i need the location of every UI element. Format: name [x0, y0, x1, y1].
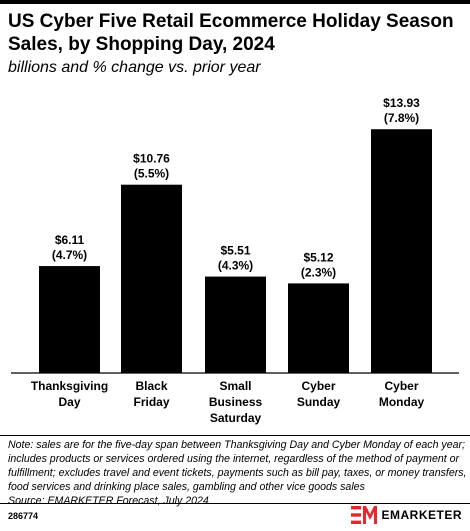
bar-change-label: (4.3%) [218, 259, 253, 273]
bar-value-label: $6.11 [55, 233, 85, 247]
bar [371, 129, 432, 373]
note-text: Note: sales are for the five-day span be… [8, 439, 467, 493]
chart-area: $6.11 (4.7%) Thanksgiving Day $10.76 (5.5%) Bl… [0, 84, 470, 436]
bar [39, 266, 100, 373]
bar-change-label: (7.8%) [384, 111, 419, 125]
x-tick-label: Black [135, 379, 167, 393]
x-tick-label: Cyber [301, 379, 335, 393]
brand: EMARKETER [351, 506, 462, 524]
x-tick-label: Sunday [297, 395, 341, 409]
chart-note: Note: sales are for the five-day span be… [8, 438, 468, 508]
emarketer-logo-icon [351, 506, 378, 524]
bar [288, 283, 349, 373]
x-tick-label: Day [58, 395, 80, 409]
x-tick-label: Monday [379, 395, 425, 409]
bar-value-label: $13.93 [383, 96, 420, 110]
source-text: Source: EMARKETER Forecast, July 2024 [8, 495, 209, 507]
x-tick-label: Friday [133, 395, 169, 409]
x-tick-label: Business [209, 395, 263, 409]
x-tick-label: Saturday [210, 411, 262, 425]
bar-value-label: $10.76 [133, 152, 170, 166]
note-divider [0, 435, 470, 436]
footer-divider [0, 503, 470, 504]
brand-name: EMARKETER [381, 508, 462, 522]
bar-change-label: (5.5%) [134, 167, 169, 181]
bar-change-label: (2.3%) [301, 265, 336, 279]
x-tick-label: Thanksgiving [31, 379, 108, 393]
bar-value-label: $5.51 [220, 244, 250, 258]
chart-title: US Cyber Five Retail Ecommerce Holiday S… [8, 11, 454, 55]
x-tick-label: Small [219, 379, 251, 393]
top-rule [0, 0, 470, 4]
chart-id: 286774 [8, 511, 39, 521]
bar [205, 276, 266, 373]
bar-change-label: (4.7%) [52, 248, 87, 262]
x-tick-label: Cyber [384, 379, 418, 393]
bar [121, 184, 182, 373]
bar-chart: $6.11(4.7%) Thanksgiving Day $10.76(5.5%) Bl… [11, 96, 459, 425]
bar-value-label: $5.12 [303, 250, 333, 264]
chart-subtitle: billions and % change vs. prior year [8, 59, 261, 76]
